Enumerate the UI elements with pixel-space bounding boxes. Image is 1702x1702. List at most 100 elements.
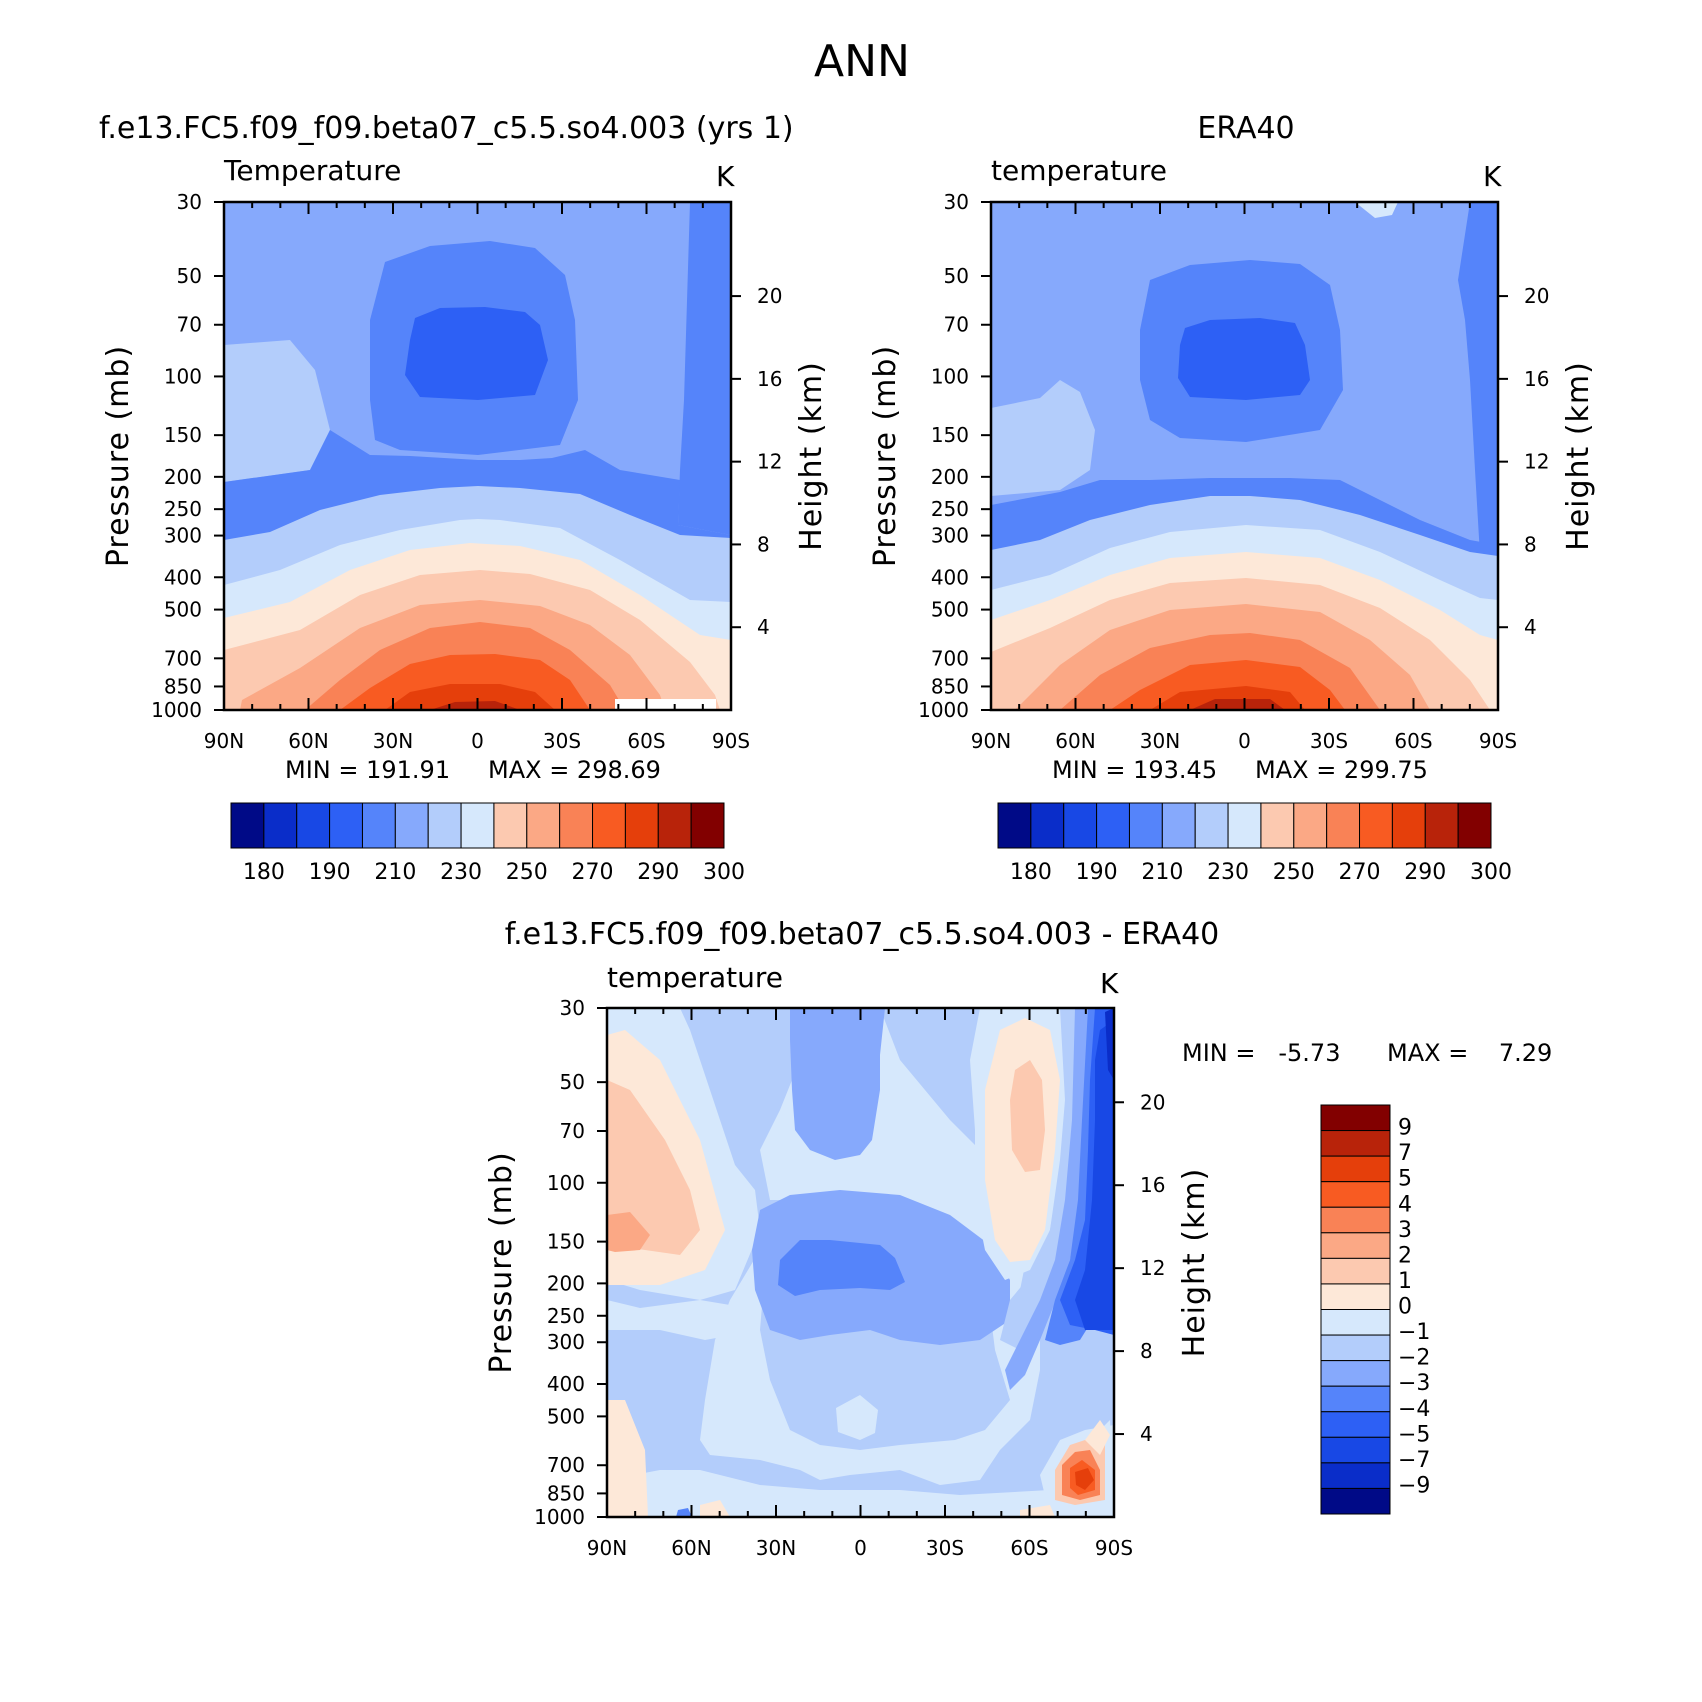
y-tick-label: 700 — [931, 646, 969, 670]
colorbar-swatch — [559, 802, 594, 849]
panel-model-variable: Temperature — [223, 154, 401, 187]
panel-obs-min: MIN = 193.45 — [1052, 756, 1217, 784]
colorbar-swatch — [1320, 1360, 1391, 1387]
colorbar-swatch — [493, 802, 528, 849]
colorbar-swatch — [1161, 802, 1196, 849]
x-tick-label: 60S — [627, 729, 665, 753]
contour-band — [991, 380, 1095, 496]
colorbar-swatch — [1320, 1487, 1391, 1515]
contour-band — [1085, 1420, 1110, 1455]
x-tick-label: 90S — [712, 729, 750, 753]
colorbar-label: 1 — [1398, 1269, 1412, 1294]
contour-band — [790, 1008, 885, 1160]
colorbar-label: 250 — [506, 860, 548, 885]
height-tick-label: 4 — [1524, 615, 1537, 639]
colorbar-swatch — [460, 802, 495, 849]
y-tick-label: 200 — [931, 465, 969, 489]
colorbar-swatch — [394, 802, 429, 849]
contour-band — [1005, 1008, 1095, 1390]
contour-band — [1190, 699, 1285, 710]
x-tick-label: 60S — [1394, 729, 1432, 753]
colorbar-label: −7 — [1398, 1448, 1430, 1473]
colorbar-swatch — [230, 802, 265, 849]
x-tick-label: 30S — [926, 1536, 964, 1560]
contour-band — [224, 340, 330, 482]
colorbar-label: 290 — [1404, 860, 1446, 885]
y-axis-label: Pressure (mb) — [101, 345, 136, 567]
panel-model: f.e13.FC5.f09_f09.beta07_c5.5.so4.003 (y… — [99, 111, 829, 885]
colorbar-swatch — [1320, 1257, 1391, 1285]
height-tick-label: 8 — [757, 532, 770, 556]
panel-obs-title: ERA40 — [1197, 111, 1294, 146]
contour-band — [385, 684, 555, 710]
y-axis-label: Pressure (mb) — [484, 1151, 519, 1373]
y-tick-label: 30 — [560, 996, 585, 1020]
height-tick-label: 8 — [1140, 1339, 1153, 1363]
colorbar-label: 230 — [440, 860, 482, 885]
colorbar-label: 7 — [1398, 1141, 1412, 1166]
panel-obs-max: MAX = 299.75 — [1255, 756, 1428, 784]
colorbar-swatch — [1320, 1436, 1391, 1464]
colorbar-swatch — [1320, 1411, 1391, 1438]
y-tick-label: 500 — [164, 598, 202, 622]
height-tick-label: 20 — [757, 284, 782, 308]
panel-obs-variable: temperature — [991, 154, 1167, 187]
panel-model-min: MIN = 191.91 — [285, 756, 450, 784]
colorbar-label: 190 — [309, 860, 351, 885]
colorbar-label: −1 — [1398, 1320, 1430, 1345]
colorbar-label: 290 — [637, 860, 679, 885]
y-tick-label: 30 — [944, 190, 969, 214]
colorbar-label: 5 — [1398, 1167, 1412, 1192]
colorbar-swatch — [1359, 802, 1393, 849]
colorbar-label: 270 — [572, 860, 614, 885]
colorbar-label: 9 — [1398, 1116, 1412, 1141]
contour-band — [700, 1500, 730, 1517]
contour-band — [1458, 202, 1498, 560]
contour-band — [607, 1400, 648, 1517]
contour-band — [1010, 1060, 1045, 1172]
y-tick-label: 850 — [547, 1481, 585, 1505]
panel-obs-colorbar: 180 190 210 230 250 270 290 300 — [997, 802, 1512, 885]
height-tick-label: 20 — [1524, 284, 1549, 308]
missing-data — [615, 699, 716, 710]
x-tick-label: 30S — [1310, 729, 1348, 753]
colorbar-label: 250 — [1273, 860, 1315, 885]
contour-band — [1000, 1008, 1090, 1350]
x-tick-label: 30N — [1140, 729, 1180, 753]
height-tick-label: 12 — [757, 450, 782, 474]
colorbar-swatch — [1320, 1130, 1391, 1157]
panel-diff-max: MAX = 7.29 — [1387, 1039, 1552, 1067]
colorbar-swatch — [296, 802, 331, 849]
colorbar-swatch — [1457, 802, 1492, 849]
height-axis-label: Height (km) — [794, 361, 829, 551]
colorbar-label: −9 — [1398, 1473, 1430, 1498]
height-axis-label: Height (km) — [1561, 361, 1596, 551]
colorbar-label: 210 — [1141, 860, 1183, 885]
colorbar-swatch — [690, 802, 725, 849]
y-tick-label: 50 — [560, 1070, 585, 1094]
y-tick-label: 1000 — [534, 1505, 585, 1529]
colorbar-label: 0 — [1398, 1295, 1412, 1320]
colorbar-swatch — [1320, 1309, 1391, 1336]
contour-band — [836, 1395, 878, 1440]
contour-band — [430, 701, 520, 710]
y-tick-label: 700 — [547, 1453, 585, 1477]
colorbar-swatch — [1128, 802, 1163, 849]
contour-band — [778, 1240, 905, 1296]
y-tick-label: 200 — [164, 465, 202, 489]
colorbar-swatch — [1320, 1462, 1391, 1489]
panel-obs-units: K — [1483, 160, 1502, 193]
y-tick-label: 30 — [177, 190, 202, 214]
height-tick-label: 16 — [757, 367, 782, 391]
y-tick-label: 1000 — [151, 698, 202, 722]
y-tick-label: 150 — [164, 423, 202, 447]
panel-diff-units: K — [1100, 967, 1119, 1000]
y-tick-label: 850 — [931, 674, 969, 698]
colorbar-swatch — [1320, 1155, 1391, 1183]
y-tick-label: 400 — [164, 565, 202, 589]
x-tick-label: 90N — [204, 729, 244, 753]
panel-diff-title: f.e13.FC5.f09_f09.beta07_c5.5.so4.003 - … — [505, 917, 1220, 952]
colorbar-label: 180 — [1010, 860, 1052, 885]
contour-band — [1075, 1468, 1094, 1490]
